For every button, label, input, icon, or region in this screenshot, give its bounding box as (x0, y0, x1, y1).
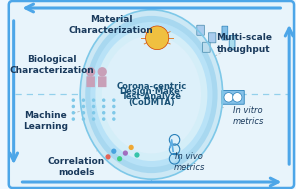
Text: Corona-centric: Corona-centric (116, 82, 186, 91)
Circle shape (224, 93, 233, 102)
Circle shape (72, 98, 75, 102)
Ellipse shape (80, 10, 223, 179)
FancyBboxPatch shape (9, 1, 294, 188)
FancyBboxPatch shape (98, 76, 107, 87)
Circle shape (72, 105, 75, 108)
FancyBboxPatch shape (197, 25, 204, 35)
Circle shape (105, 154, 111, 160)
Circle shape (233, 93, 242, 102)
Circle shape (102, 105, 105, 108)
Circle shape (146, 26, 169, 50)
Circle shape (72, 117, 75, 121)
Circle shape (102, 98, 105, 102)
FancyBboxPatch shape (222, 26, 228, 40)
FancyBboxPatch shape (229, 36, 235, 50)
Circle shape (92, 111, 95, 115)
Circle shape (117, 156, 122, 161)
Circle shape (128, 145, 134, 150)
Circle shape (92, 117, 95, 121)
Text: Biological
Characterization: Biological Characterization (9, 55, 94, 75)
Circle shape (112, 111, 115, 115)
Text: Machine
Learning: Machine Learning (23, 111, 68, 131)
Circle shape (72, 111, 75, 115)
Text: Multi-scale
thoughput: Multi-scale thoughput (216, 33, 272, 53)
Circle shape (92, 98, 95, 102)
Circle shape (123, 150, 128, 156)
FancyBboxPatch shape (208, 33, 216, 43)
Text: Test·Analyze: Test·Analyze (121, 92, 181, 101)
Circle shape (86, 67, 95, 77)
Text: Material
Characterization: Material Characterization (69, 15, 153, 35)
Text: Correlation
models: Correlation models (48, 157, 105, 177)
Circle shape (102, 117, 105, 121)
Circle shape (82, 117, 85, 121)
Circle shape (92, 105, 95, 108)
Circle shape (111, 149, 116, 154)
Circle shape (82, 105, 85, 108)
FancyBboxPatch shape (202, 42, 210, 52)
Text: In vivo
metrics: In vivo metrics (173, 152, 205, 172)
Ellipse shape (102, 36, 201, 153)
Ellipse shape (95, 28, 207, 161)
Circle shape (112, 105, 115, 108)
Text: (CoDMTA): (CoDMTA) (128, 98, 175, 107)
Circle shape (82, 111, 85, 115)
Text: Design·Make·: Design·Make· (119, 87, 184, 96)
Circle shape (98, 67, 107, 77)
FancyBboxPatch shape (86, 76, 95, 87)
Text: In vitro
metrics: In vitro metrics (233, 106, 264, 126)
Circle shape (102, 111, 105, 115)
Circle shape (134, 152, 139, 158)
FancyBboxPatch shape (222, 90, 244, 104)
Ellipse shape (90, 22, 213, 167)
Ellipse shape (85, 16, 218, 173)
Circle shape (112, 117, 115, 121)
Circle shape (112, 98, 115, 102)
Circle shape (82, 98, 85, 102)
